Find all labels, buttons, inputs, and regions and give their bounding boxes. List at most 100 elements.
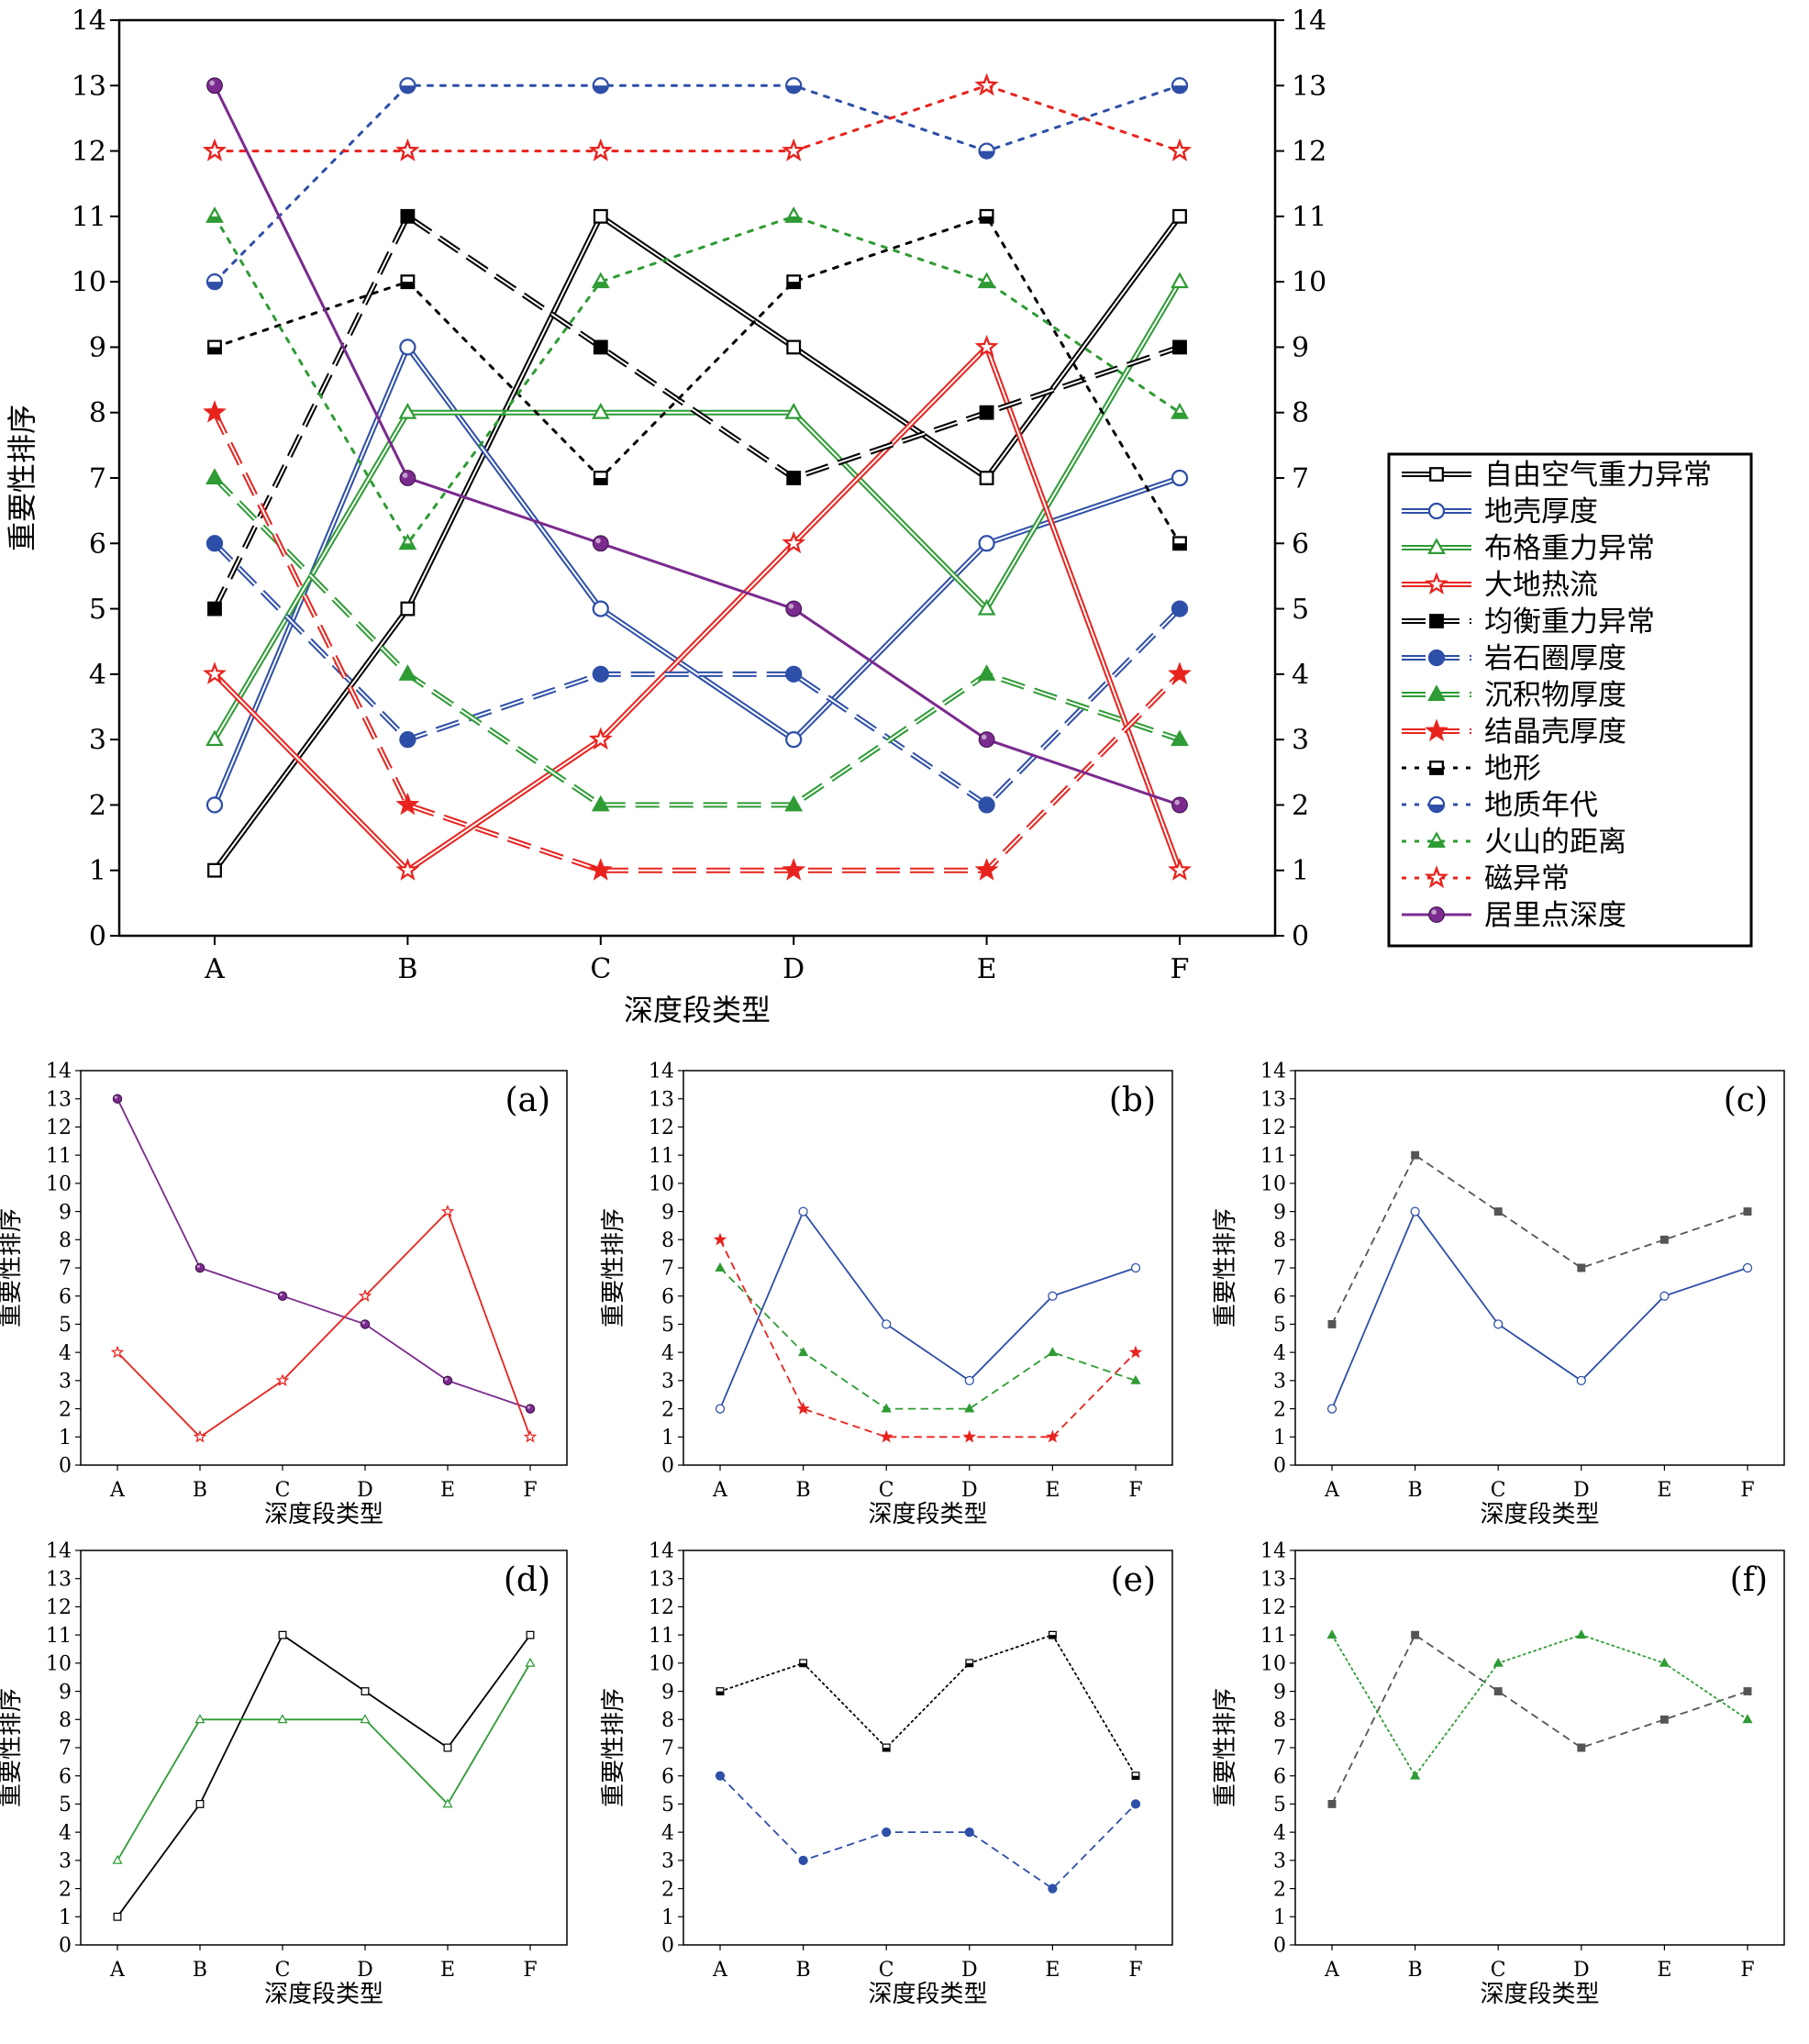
- series-均衡重力异常: [207, 208, 1187, 617]
- data-point-marker: [716, 1687, 725, 1696]
- x-tick-label: D: [357, 1479, 373, 1502]
- data-point-marker: [1493, 1657, 1504, 1667]
- plot-frame: [80, 1070, 568, 1466]
- x-tick-label: D: [782, 953, 805, 985]
- data-point-marker: [358, 1289, 372, 1302]
- y-tick-label: 2: [1273, 1878, 1286, 1901]
- y-tick-label: 14: [649, 1061, 674, 1083]
- data-point-marker: [1410, 1206, 1420, 1216]
- y-tick-label: 12: [72, 136, 106, 168]
- x-tick-label: C: [1491, 1959, 1506, 1982]
- series-line: [719, 1775, 1137, 1890]
- series-0: [716, 1630, 1140, 1781]
- y-tick-label-right: 12: [1292, 136, 1326, 168]
- y-tick-label: 8: [1273, 1229, 1286, 1252]
- y-tick-label: 12: [649, 1596, 674, 1619]
- x-tick-label: F: [1740, 1479, 1754, 1502]
- data-point-marker: [1171, 600, 1189, 617]
- y-tick-label: 14: [46, 1061, 72, 1083]
- x-axis-title: 深度段类型: [264, 1981, 383, 2008]
- y-tick-label: 5: [1273, 1314, 1286, 1337]
- data-point-marker: [1130, 1262, 1141, 1273]
- y-tick-label: 1: [59, 1906, 72, 1929]
- panel-label: (c): [1724, 1082, 1768, 1119]
- y-tick-label: 4: [661, 1342, 674, 1365]
- data-point-marker: [361, 1687, 370, 1696]
- data-point-marker: [974, 72, 999, 96]
- data-point-marker: [110, 1345, 125, 1359]
- legend-marker: [1425, 718, 1448, 741]
- legend-marker: [1427, 795, 1446, 814]
- data-point-marker: [715, 1404, 726, 1414]
- data-point-marker: [399, 731, 416, 749]
- data-point-marker: [786, 274, 802, 290]
- data-point-marker: [1743, 1207, 1752, 1216]
- data-point-marker: [203, 400, 227, 423]
- data-point-marker: [525, 1404, 536, 1414]
- x-axis-title: 深度段类型: [868, 1981, 987, 2008]
- data-point-marker: [798, 1855, 808, 1865]
- data-point-marker: [784, 206, 804, 223]
- legend-label: 地形: [1484, 752, 1541, 785]
- legend-marker: [1425, 572, 1448, 594]
- y-tick-label: 11: [72, 201, 106, 233]
- y-tick-label: 1: [1273, 1906, 1286, 1929]
- y-tick-label-right: 1: [1292, 855, 1309, 887]
- x-tick-label: F: [1171, 953, 1190, 985]
- data-point-marker: [713, 1232, 727, 1246]
- x-tick-label: D: [961, 1479, 978, 1502]
- data-point-marker: [1168, 661, 1192, 684]
- y-tick-label: 0: [1273, 1455, 1286, 1478]
- series-地质年代: [205, 77, 1189, 291]
- data-point-marker: [1410, 1770, 1421, 1780]
- x-tick-label: E: [440, 1479, 455, 1502]
- x-tick-label: B: [1408, 1959, 1423, 1982]
- x-tick-label: A: [712, 1959, 728, 1982]
- plot-frame: [1294, 1070, 1785, 1466]
- y-tick-label: 12: [1260, 1596, 1286, 1619]
- data-point-marker: [399, 470, 416, 486]
- data-point-marker: [398, 664, 417, 681]
- y-tick-label: 3: [89, 725, 106, 757]
- y-tick-label: 6: [1273, 1285, 1286, 1308]
- data-point-marker: [965, 1659, 974, 1668]
- x-tick-label: F: [1128, 1479, 1142, 1502]
- legend-label: 布格重力异常: [1484, 532, 1655, 565]
- y-tick-label: 5: [59, 1314, 72, 1337]
- data-point-marker: [399, 77, 416, 94]
- y-tick-label-right: 14: [1292, 6, 1326, 38]
- y-tick-label: 0: [661, 1935, 674, 1958]
- y-tick-label: 10: [72, 267, 106, 299]
- data-point-marker: [1171, 729, 1189, 747]
- data-point-marker: [442, 1375, 453, 1386]
- y-tick-label-right: 4: [1292, 659, 1309, 691]
- x-tick-label: E: [1657, 1959, 1671, 1982]
- data-point-marker: [1743, 1687, 1752, 1696]
- series-0: [113, 1630, 535, 1921]
- series-0: [112, 1094, 536, 1414]
- series-地壳厚度: [205, 339, 1189, 814]
- data-point-marker: [1411, 1150, 1420, 1160]
- y-tick-label: 1: [1273, 1427, 1286, 1450]
- x-tick-label: A: [109, 1479, 126, 1502]
- data-point-marker: [526, 1630, 535, 1639]
- plot-frame: [1294, 1550, 1785, 1946]
- y-tick-label-right: 2: [1292, 790, 1309, 822]
- y-tick-label: 4: [1273, 1342, 1286, 1365]
- data-point-marker: [1493, 1207, 1503, 1216]
- data-point-marker: [1493, 1687, 1503, 1696]
- y-tick-label: 7: [1273, 1258, 1286, 1281]
- data-point-marker: [974, 858, 999, 881]
- data-point-marker: [360, 1319, 371, 1329]
- y-axis-title: 重要性排序: [5, 405, 39, 551]
- series-line: [1331, 1153, 1748, 1325]
- data-point-marker: [785, 600, 803, 617]
- data-point-marker: [588, 138, 613, 161]
- y-tick-label: 11: [649, 1145, 674, 1168]
- x-tick-label: E: [1657, 1479, 1671, 1502]
- data-point-marker: [1171, 272, 1189, 289]
- series-line: [719, 1267, 1137, 1410]
- data-point-marker: [360, 1714, 371, 1724]
- legend-label: 地质年代: [1484, 789, 1598, 822]
